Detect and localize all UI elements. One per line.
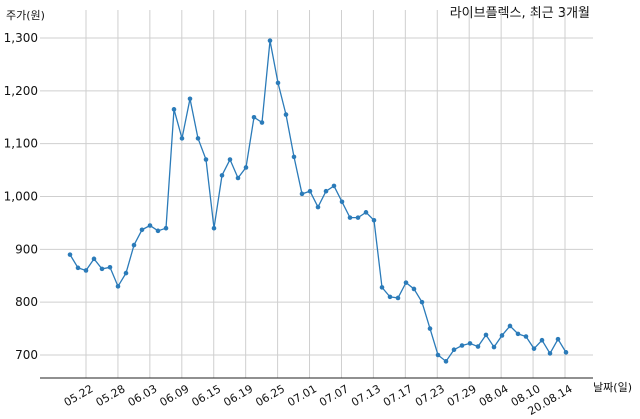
- data-point: [299, 191, 305, 197]
- chart-title: 라이브플렉스, 최근 3개월: [450, 6, 590, 21]
- data-point: [331, 183, 337, 189]
- data-point: [155, 228, 161, 234]
- price-series-points: [67, 38, 569, 364]
- data-point: [395, 295, 401, 301]
- data-point: [267, 38, 273, 43]
- data-point: [203, 157, 209, 162]
- x-tick-label: 06.19: [221, 382, 255, 409]
- data-point: [499, 333, 505, 338]
- data-point: [147, 223, 153, 228]
- data-point: [547, 351, 553, 356]
- y-tick-label: 800: [15, 295, 38, 309]
- data-point: [387, 294, 393, 300]
- data-point: [539, 337, 545, 343]
- data-point: [403, 280, 409, 285]
- data-point: [435, 352, 441, 358]
- y-tick-label: 1,000: [4, 190, 38, 204]
- data-point: [507, 323, 513, 329]
- y-tick-labels: 700 800 900 1,000 1,100 1,200 1,300: [4, 31, 38, 362]
- x-tick-label: 07.29: [445, 382, 479, 409]
- data-point: [83, 268, 89, 273]
- y-tick-label: 1,100: [4, 137, 38, 151]
- y-tick-label: 900: [15, 242, 38, 256]
- data-point: [427, 326, 433, 331]
- data-point: [75, 265, 81, 271]
- data-point: [483, 332, 489, 338]
- data-point: [259, 120, 265, 125]
- data-point: [107, 264, 113, 270]
- data-point: [131, 242, 137, 248]
- data-point: [283, 112, 289, 117]
- data-point: [347, 215, 353, 220]
- data-point: [219, 173, 225, 178]
- data-point: [251, 114, 257, 120]
- y-gridlines: [40, 37, 593, 356]
- data-point: [371, 217, 377, 223]
- data-point: [179, 136, 185, 141]
- data-point: [555, 336, 561, 342]
- data-point: [67, 252, 73, 257]
- x-tick-label: 07.17: [381, 382, 415, 409]
- data-point: [563, 350, 569, 355]
- data-point: [475, 344, 481, 349]
- x-tick-label: 06.09: [158, 382, 192, 409]
- x-tick-label: 05.22: [62, 382, 96, 409]
- data-point: [123, 270, 129, 276]
- x-tick-label: 06.25: [253, 382, 287, 409]
- data-point: [235, 175, 241, 181]
- x-tick-label: 07.01: [285, 382, 319, 409]
- data-point: [531, 346, 537, 351]
- data-point: [115, 284, 121, 289]
- data-point: [379, 285, 385, 290]
- data-point: [211, 225, 217, 231]
- y-tick-label: 1,300: [4, 31, 38, 45]
- data-point: [443, 359, 449, 364]
- x-tick-label: 07.13: [349, 382, 383, 409]
- x-tick-label: 07.23: [413, 382, 447, 409]
- x-tick-labels: 05.2205.2806.0306.0906.1506.1906.2507.01…: [62, 382, 575, 418]
- data-point: [291, 154, 297, 160]
- y-tick-label: 1,200: [4, 84, 38, 98]
- data-point: [163, 225, 169, 231]
- data-point: [363, 210, 369, 215]
- data-point: [171, 107, 177, 112]
- price-series-line: [69, 40, 567, 363]
- data-point: [419, 299, 425, 305]
- data-point: [467, 341, 473, 346]
- x-tick-label: 06.15: [189, 382, 223, 409]
- data-point: [195, 136, 201, 141]
- data-point: [275, 80, 281, 86]
- data-point: [227, 157, 233, 162]
- data-point: [99, 266, 105, 272]
- x-tick-label: 07.07: [317, 382, 351, 409]
- data-point: [315, 204, 321, 210]
- data-point: [459, 343, 465, 348]
- data-point: [523, 334, 529, 339]
- x-tick-label: 08.04: [477, 382, 511, 409]
- data-point: [411, 286, 417, 292]
- data-point: [515, 331, 521, 337]
- data-point: [451, 347, 457, 353]
- x-axis-title: 날짜(일): [593, 380, 632, 394]
- data-point: [339, 199, 345, 205]
- y-tick-label: 700: [15, 348, 38, 362]
- data-point: [243, 165, 249, 170]
- data-point: [91, 256, 97, 262]
- data-point: [307, 188, 313, 194]
- x-tick-label: 06.03: [126, 382, 160, 409]
- data-point: [139, 227, 145, 233]
- x-tick-label: 05.28: [94, 382, 128, 409]
- data-point: [187, 96, 193, 102]
- data-point: [323, 188, 329, 194]
- data-point: [355, 215, 361, 220]
- data-point: [491, 344, 497, 350]
- x-gridlines: [85, 10, 566, 378]
- y-axis-title: 주가(원): [6, 9, 45, 22]
